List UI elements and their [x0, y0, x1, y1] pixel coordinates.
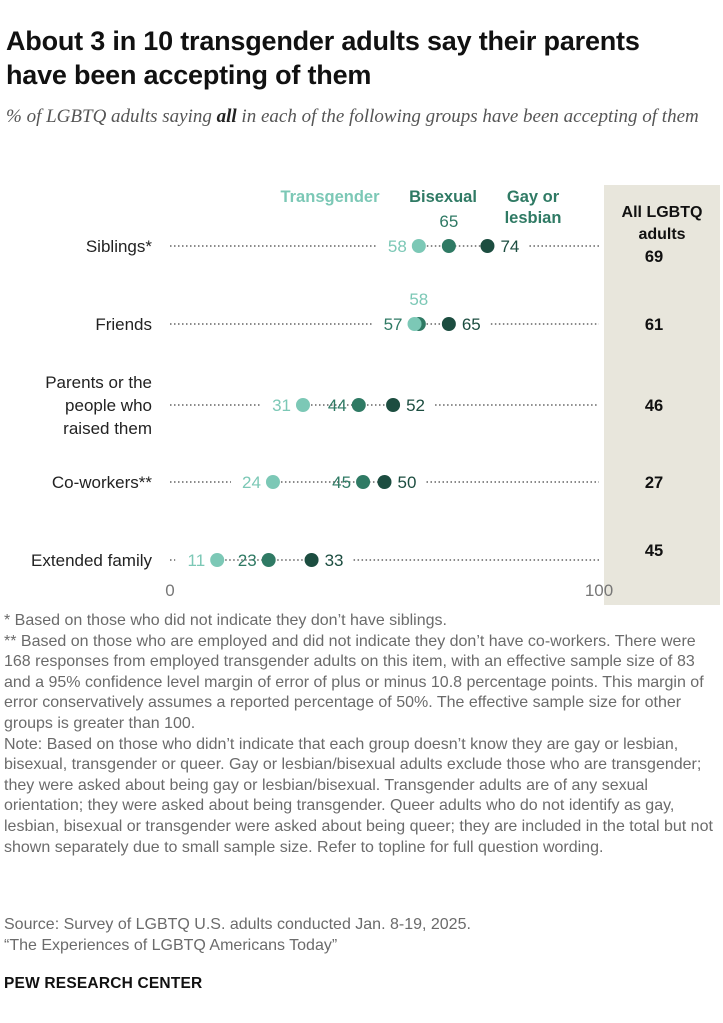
row-label-1-0: Friends — [95, 315, 152, 334]
value-all-4: 45 — [645, 542, 663, 560]
dot-gay-lesbian-3 — [377, 475, 392, 489]
value-bisexual-4: 23 — [238, 551, 257, 570]
value-transgender-1: 57 — [384, 315, 403, 334]
value-gay-lesbian-0: 74 — [500, 237, 519, 256]
x-tick-100: 100 — [585, 581, 613, 600]
footnote-note: Note: Based on those who didn’t indicate… — [4, 735, 713, 856]
value-bisexual-1: 58 — [409, 290, 428, 309]
report-title: “The Experiences of LGBTQ Americans Toda… — [4, 937, 338, 954]
value-bisexual-0: 65 — [439, 212, 458, 231]
row-label-3-0: Co-workers** — [52, 473, 153, 492]
dot-gay-lesbian-2 — [386, 398, 401, 412]
row-label-2-0: Parents or the — [45, 373, 152, 392]
value-transgender-2: 31 — [272, 396, 291, 415]
dot-transgender-0 — [411, 239, 426, 253]
chart-subtitle: % of LGBTQ adults saying all in each of … — [6, 103, 706, 130]
dot-transgender-3 — [265, 475, 280, 489]
x-tick-0: 0 — [165, 581, 174, 600]
value-all-3: 27 — [645, 474, 663, 492]
pew-logo-text: PEW RESEARCH CENTER — [4, 975, 203, 992]
value-gay-lesbian-2: 52 — [406, 396, 425, 415]
dot-bisexual-3 — [356, 475, 371, 489]
row-label-2-1: people who — [65, 396, 152, 415]
dot-bisexual-2 — [351, 398, 366, 412]
dot-transgender-1 — [407, 317, 422, 331]
value-gay-lesbian-4: 33 — [325, 551, 344, 570]
all-adults-header-line2: adults — [638, 226, 685, 243]
dot-gay-lesbian-1 — [441, 317, 456, 331]
value-bisexual-3: 45 — [332, 473, 351, 492]
value-all-2: 46 — [645, 397, 663, 415]
row-label-4-0: Extended family — [31, 551, 152, 570]
footnote-siblings: * Based on those who did not indicate th… — [4, 612, 447, 629]
subtitle-emphasis: all — [216, 106, 237, 127]
value-all-0: 69 — [645, 248, 663, 266]
row-label-2-2: raised them — [63, 419, 152, 438]
value-all-1: 61 — [645, 316, 663, 334]
value-transgender-3: 24 — [242, 473, 261, 492]
row-label-0-0: Siblings* — [86, 237, 153, 256]
value-transgender-0: 58 — [388, 237, 407, 256]
subtitle-text-pre: % of LGBTQ adults saying — [6, 106, 217, 127]
value-transgender-4: 11 — [188, 551, 206, 570]
value-bisexual-2: 44 — [328, 396, 347, 415]
all-adults-header-line1: All LGBTQ — [622, 204, 703, 221]
legend-transgender: Transgender — [280, 188, 380, 206]
dot-bisexual-0 — [441, 239, 456, 253]
legend-gay-lesbian-line1: Gay or — [507, 188, 560, 206]
dot-transgender-2 — [295, 398, 310, 412]
dot-bisexual-4 — [261, 553, 276, 567]
value-gay-lesbian-1: 65 — [462, 315, 481, 334]
legend-bisexual: Bisexual — [409, 188, 477, 206]
dot-plot: All LGBTQ adults Transgender Bisexual Gay or… — [31, 185, 720, 605]
footnotes: * Based on those who did not indicate th… — [4, 611, 720, 858]
chart-title: About 3 in 10 transgender adults say the… — [6, 26, 640, 90]
source-line: Source: Survey of LGBTQ U.S. adults cond… — [4, 916, 471, 933]
all-adults-column-bg — [604, 185, 720, 605]
subtitle-text-post: in each of the following groups have bee… — [236, 106, 699, 127]
dot-gay-lesbian-0 — [480, 239, 495, 253]
dot-gay-lesbian-4 — [304, 553, 319, 567]
value-gay-lesbian-3: 50 — [398, 473, 417, 492]
footnote-coworkers: ** Based on those who are employed and d… — [4, 632, 704, 732]
dot-transgender-4 — [210, 553, 225, 567]
legend-gay-lesbian-line2: lesbian — [505, 209, 562, 227]
